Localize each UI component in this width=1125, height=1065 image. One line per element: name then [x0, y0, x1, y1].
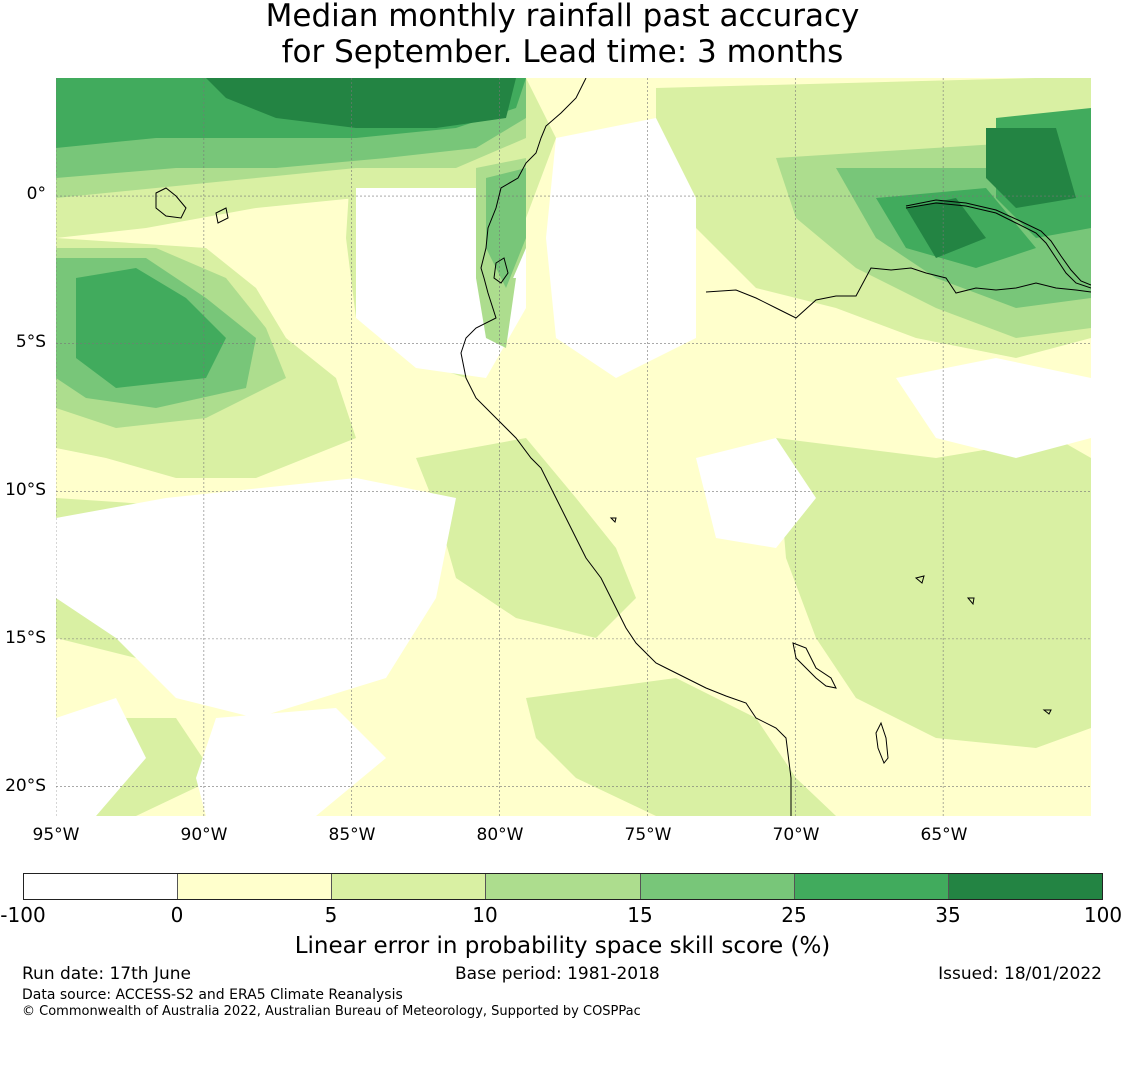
skill-area-25-35	[76, 268, 226, 388]
colorbar-tick: 5	[324, 903, 338, 927]
skill-regions	[56, 78, 1091, 816]
maranon-river	[705, 267, 1091, 319]
small-lake	[1042, 709, 1052, 715]
map-panel	[56, 78, 1091, 816]
colorbar-segment	[486, 874, 641, 899]
map-title-line1: Median monthly rainfall past accuracy	[265, 0, 860, 34]
small-lake	[966, 597, 975, 606]
colorbar-tick: 15	[627, 903, 653, 927]
colorbar-tick: 0	[170, 903, 184, 927]
data-source: Data source: ACCESS-S2 and ERA5 Climate …	[22, 987, 403, 1003]
puna-island	[493, 257, 509, 284]
skill-area-below-0	[56, 478, 456, 718]
colorbar-segment	[24, 874, 179, 899]
colorbar-segment	[640, 874, 795, 899]
colorbar-segment	[948, 874, 1102, 899]
skill-area-5-10	[416, 438, 636, 638]
colorbar-tick: 25	[781, 903, 807, 927]
copyright: © Commonwealth of Australia 2022, Austra…	[22, 1004, 641, 1019]
skill-area-below-0	[696, 438, 816, 548]
colorbar-segment	[332, 874, 487, 899]
colorbar-segment	[178, 874, 333, 899]
issued-date: Issued: 18/01/2022	[938, 964, 1102, 984]
colorbar-tick: 10	[472, 903, 498, 927]
skill-area-above-35	[906, 198, 986, 258]
colorbar-tick: 35	[935, 903, 961, 927]
lon-label-85w: 85°W	[328, 825, 376, 845]
skill-area-below-0	[56, 698, 146, 816]
lon-label-95w: 95°W	[32, 825, 80, 845]
graticule	[56, 78, 1091, 816]
lake-poopo	[875, 721, 889, 764]
small-island	[609, 517, 617, 523]
amazon-river-bank	[905, 199, 1091, 286]
map-title-line2: for September. Lead time: 3 months	[281, 34, 844, 70]
skill-area-above-35	[206, 78, 516, 128]
amazon-river	[905, 202, 1091, 289]
lon-label-80w: 80°W	[476, 825, 524, 845]
lon-label-65w: 65°W	[920, 825, 968, 845]
skill-area-5-10	[876, 508, 1091, 618]
skill-map	[56, 78, 1091, 816]
skill-area-5-10	[526, 678, 836, 816]
colorbar-tick: -100	[0, 903, 46, 927]
run-date: Run date: 17th June	[22, 964, 191, 984]
skill-area-below-0	[546, 118, 696, 378]
lat-label-5s: 5°S	[15, 332, 46, 352]
coastlines	[155, 78, 1091, 816]
lon-label-75w: 75°W	[624, 825, 672, 845]
colorbar-segment	[794, 874, 949, 899]
coastline-south-america	[460, 78, 792, 816]
galapagos-island	[215, 207, 229, 224]
skill-area-below-0	[896, 358, 1091, 458]
lat-label-15s: 15°S	[5, 628, 46, 648]
skill-area-10-15	[476, 278, 516, 348]
small-lake	[914, 575, 925, 584]
lake-titicaca	[792, 642, 837, 689]
lat-label-0: 0°	[26, 184, 46, 204]
lat-label-10s: 10°S	[5, 480, 46, 500]
colorbar-label: Linear error in probability space skill …	[294, 933, 831, 959]
galapagos-island	[155, 187, 187, 219]
base-period: Base period: 1981-2018	[455, 964, 660, 984]
skill-area-below-0	[196, 708, 386, 816]
lat-label-20s: 20°S	[5, 776, 46, 796]
lon-label-70w: 70°W	[772, 825, 820, 845]
skill-area-above-35	[986, 128, 1076, 208]
colorbar	[23, 873, 1103, 900]
colorbar-tick: 100	[1083, 903, 1123, 927]
lon-label-90w: 90°W	[180, 825, 228, 845]
skill-area-15-25	[486, 168, 526, 288]
